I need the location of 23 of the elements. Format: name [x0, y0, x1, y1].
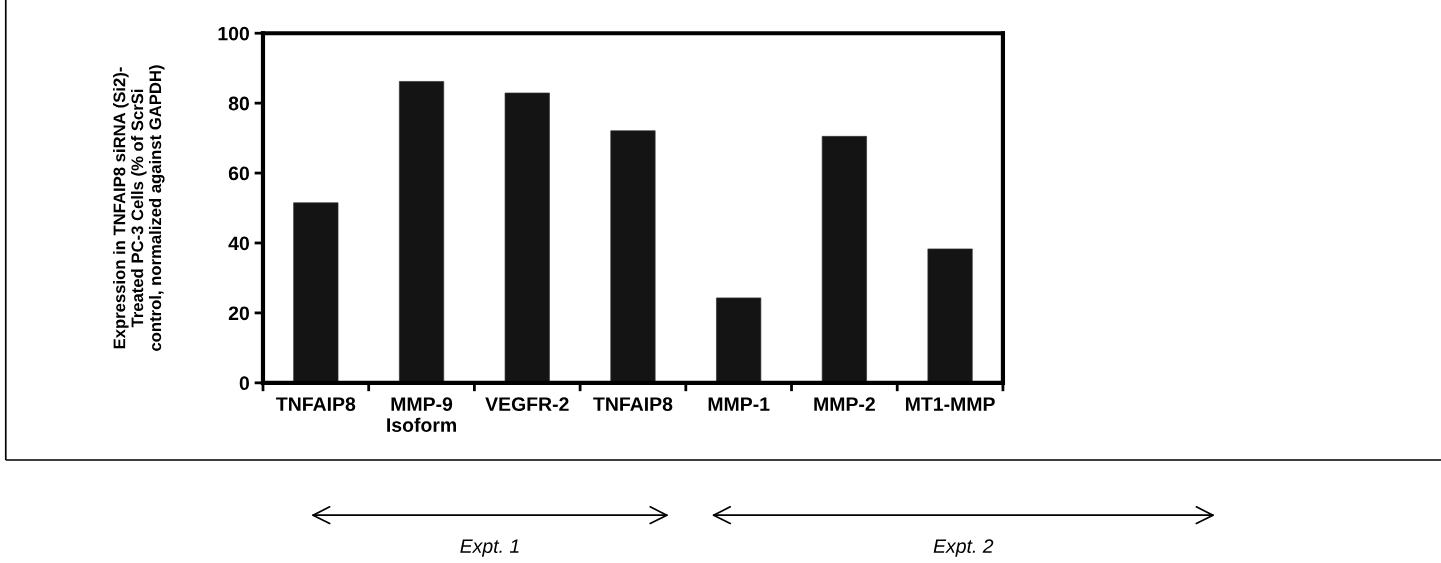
- y-tick-label: 20: [228, 306, 249, 321]
- bar: [716, 297, 762, 383]
- y-axis-title: Expression in TNFAIP8 siRNA (Si2)- Treated PC-3 Cells (% of ScrSi control, normalized against GAPDH): [113, 65, 165, 351]
- x-tick-label: MMP-9 Isoform: [387, 397, 456, 432]
- y-tick-label: 60: [228, 166, 249, 181]
- y-tick-label: 100: [218, 26, 249, 41]
- x-tick-label: VEGFR-2: [485, 397, 569, 412]
- text: Expt. 2: [933, 539, 994, 557]
- x-tick-label: MMP-2: [814, 397, 875, 411]
- y-tick-label: 40: [228, 236, 249, 251]
- bar: [399, 81, 445, 383]
- bar: [821, 136, 867, 383]
- bar: [610, 130, 656, 383]
- text: Expt. 1: [460, 539, 519, 557]
- x-tick-label: MMP-1: [708, 397, 770, 411]
- y-tick-label: 80: [228, 96, 249, 111]
- bar: [504, 92, 550, 383]
- x-tick-label: MT1-MMP: [906, 397, 995, 411]
- bar: [293, 202, 339, 383]
- bar: [927, 248, 973, 383]
- y-tick-label: 0: [239, 376, 249, 391]
- x-tick-label: TNFAIP8: [276, 397, 356, 412]
- x-tick-label: TNFAIP8: [593, 397, 673, 412]
